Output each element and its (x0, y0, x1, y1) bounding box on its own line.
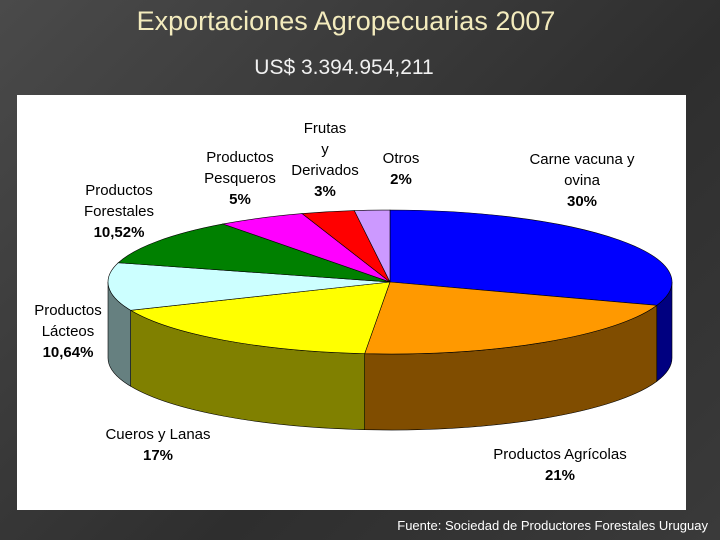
slice (353, 209, 391, 283)
category-label: Productos Pesqueros (204, 149, 276, 187)
value-label: 10,64% (42, 344, 94, 361)
category-label: Cueros y Lanas (105, 426, 211, 443)
slice-label: Productos Forestales 10,52% (34, 180, 204, 243)
slice-label: Productos Agrícolas 21% (475, 444, 645, 486)
value-label: 17% (142, 447, 174, 464)
category-label: Otros (382, 150, 420, 167)
category-label: Carne vacuna y ovina (529, 151, 635, 189)
category-label: Productos Agrícolas (493, 446, 627, 463)
value-label: 2% (390, 171, 412, 188)
source-note: Fuente: Sociedad de Productores Forestal… (397, 518, 708, 533)
slice-label: Productos Pesqueros 5% (155, 147, 325, 210)
category-label: Productos Forestales (83, 182, 155, 220)
slice (117, 223, 391, 283)
slice (129, 281, 391, 355)
value-label: 10,52% (93, 224, 145, 241)
slice (389, 209, 673, 306)
slice (364, 281, 658, 355)
chart-subtitle: US$ 3.394.954,211 (254, 56, 434, 79)
value-label: 3% (314, 183, 336, 200)
slice-label: Frutas y Derivados 3% (240, 118, 410, 202)
chart-title: Exportaciones Agropecuarias 2007 (136, 6, 556, 36)
value-label: 5% (229, 191, 251, 208)
value-label: 21% (544, 467, 576, 484)
slice (107, 262, 391, 311)
category-label: Productos Lácteos (34, 302, 102, 340)
slice-label: Productos Lácteos 10,64% (0, 300, 153, 363)
slice-label: Otros 2% (316, 148, 486, 190)
slice-label: Cueros y Lanas 17% (73, 424, 243, 466)
category-label: Frutas y Derivados (291, 120, 359, 179)
value-label: 30% (566, 193, 598, 210)
slice-label: Carne vacuna y ovina 30% (497, 149, 667, 212)
